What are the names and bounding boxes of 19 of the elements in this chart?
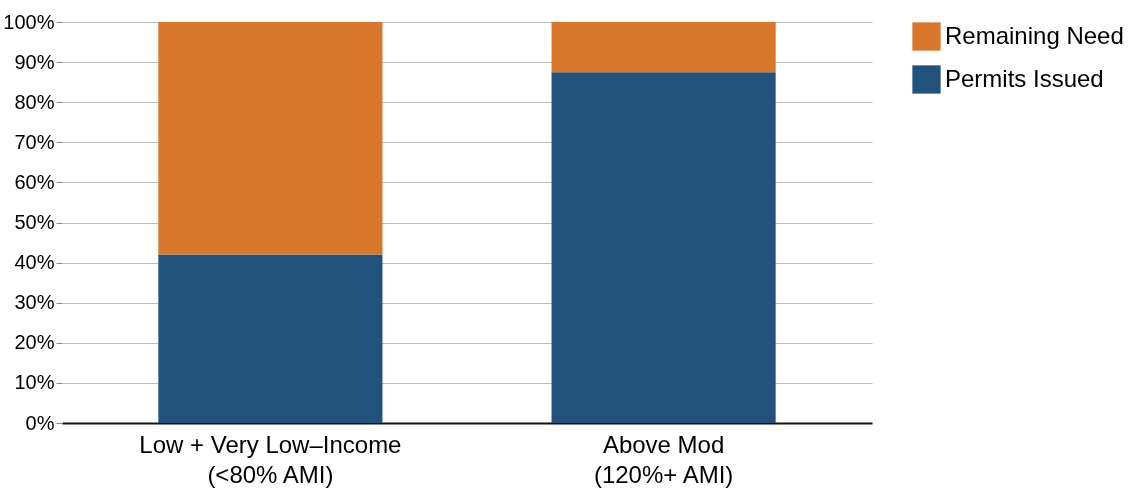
y-tick-label: 90% xyxy=(14,50,55,73)
y-tick-label: 100% xyxy=(3,10,55,33)
legend-label: Remaining Need xyxy=(945,21,1124,49)
y-tick-label: 80% xyxy=(14,90,55,113)
y-tick-label: 50% xyxy=(14,211,55,233)
bar xyxy=(551,22,776,73)
y-tick-label: 10% xyxy=(14,371,55,394)
y-tick-label: 60% xyxy=(14,170,55,193)
x-tick-label: Low + Very Low–Income (<80% AMI) xyxy=(139,430,402,488)
bar xyxy=(158,22,383,255)
y-tick-label: 30% xyxy=(14,291,55,314)
bar xyxy=(551,72,776,423)
legend-label: Permits Issued xyxy=(945,64,1104,92)
y-tick-label: 40% xyxy=(14,251,55,274)
y-tick-label: 0% xyxy=(25,411,55,434)
x-tick-label: Above Mod (120%+ AMI) xyxy=(593,430,734,488)
y-tick-label: 70% xyxy=(14,130,55,153)
y-tick-label: 20% xyxy=(14,331,55,354)
bar xyxy=(158,254,383,423)
